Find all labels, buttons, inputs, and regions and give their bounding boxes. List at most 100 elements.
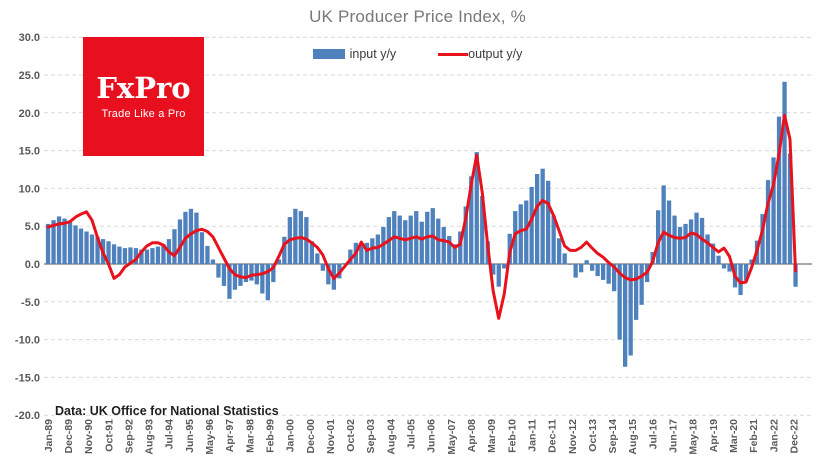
x-tick-label: May-96 [204, 419, 216, 455]
input-bar [458, 231, 463, 264]
input-bar [117, 246, 122, 264]
x-tick-label: Sep-03 [365, 419, 377, 454]
x-tick-label: Mar-20 [728, 419, 740, 453]
x-tick-label: Dec-22 [788, 419, 800, 454]
input-bar [765, 180, 771, 264]
input-bar [787, 153, 793, 264]
input-bar [551, 215, 556, 264]
x-tick-label: Nov-01 [325, 419, 337, 454]
input-bar [282, 236, 287, 264]
input-bar [595, 264, 600, 277]
input-bar [89, 234, 95, 264]
input-bar [590, 264, 595, 271]
x-tick-label: Feb-99 [265, 419, 277, 453]
input-bar [320, 264, 325, 271]
input-bar [688, 219, 694, 264]
input-bar [672, 215, 677, 264]
input-bar [232, 264, 238, 290]
input-bar [243, 264, 249, 283]
x-tick-label: Sep-14 [607, 419, 619, 454]
x-tick-label: Sep-92 [123, 419, 135, 454]
input-bar [144, 249, 150, 264]
input-bar [106, 241, 111, 264]
input-bar [557, 238, 562, 264]
input-bar [78, 228, 84, 264]
input-bar [584, 260, 589, 264]
input-bar [518, 204, 523, 264]
input-bar [782, 81, 787, 264]
input-bar [260, 264, 265, 294]
input-bar [309, 241, 314, 264]
input-series-swatch-icon [312, 49, 345, 59]
input-bar [474, 152, 479, 264]
input-bar [612, 264, 617, 292]
y-tick-label: 30.0 [19, 32, 40, 44]
x-tick-label: Mar-09 [486, 419, 498, 453]
input-bar [56, 216, 62, 264]
input-bar [139, 249, 144, 264]
input-bar [364, 242, 369, 264]
input-bar [45, 223, 51, 264]
input-bar [447, 236, 452, 264]
input-bar [623, 264, 628, 367]
input-bar [749, 259, 754, 264]
chart-legend: input y/y output y/y [0, 47, 835, 61]
input-bar [271, 264, 276, 283]
x-tick-label: Jan-89 [43, 419, 55, 452]
input-bar [133, 248, 139, 264]
input-bar [535, 174, 540, 264]
input-bar [293, 208, 298, 264]
x-tick-label: Jul-94 [164, 419, 176, 450]
x-tick-label: Jan-22 [768, 419, 780, 452]
output-line [46, 113, 797, 320]
y-tick-label: 10.0 [19, 183, 40, 195]
input-bar [172, 229, 177, 264]
input-bar [743, 264, 749, 281]
input-bar [628, 264, 633, 356]
input-bar [540, 168, 545, 264]
x-tick-label: May-07 [446, 419, 458, 455]
input-bar [694, 212, 699, 264]
y-tick-label: 15.0 [19, 146, 40, 158]
input-bar [199, 232, 205, 264]
input-bar [51, 220, 56, 264]
legend-item-input: input y/y [312, 47, 396, 61]
x-tick-label: Aug-04 [385, 419, 397, 455]
input-bar [177, 219, 183, 264]
input-bar [62, 218, 67, 264]
input-bar [95, 236, 100, 264]
y-tick-label: -5.0 [21, 297, 40, 309]
output-series-swatch-icon [438, 52, 469, 56]
x-tick-label: Jun-06 [426, 419, 438, 453]
input-bar [738, 264, 743, 295]
y-tick-label: 0.0 [25, 259, 40, 271]
input-bar [161, 244, 166, 264]
x-tick-label: Jun-17 [668, 419, 680, 453]
input-bar [326, 264, 331, 285]
input-bar [617, 264, 622, 340]
input-bar [210, 259, 216, 264]
fxpro-logo-brand: FxPro [96, 71, 191, 105]
input-bar [573, 264, 578, 278]
input-bar [375, 234, 380, 264]
x-tick-label: Oct-13 [587, 419, 599, 452]
input-bar [579, 264, 584, 273]
x-tick-label: Dec-00 [305, 419, 317, 454]
x-tick-label: Aug-93 [144, 419, 156, 455]
input-bar [221, 264, 227, 286]
input-bar [265, 264, 270, 301]
fxpro-logo: FxPro Trade Like a Pro [83, 37, 204, 156]
x-tick-label: Jan-11 [526, 419, 538, 452]
input-bar [634, 264, 639, 320]
input-bar [677, 227, 683, 264]
input-bar [84, 231, 89, 264]
input-bar [122, 248, 128, 264]
y-tick-label: 25.0 [19, 70, 40, 82]
input-bar [562, 253, 567, 264]
input-bar [496, 264, 501, 287]
input-bar [469, 176, 474, 264]
input-bar [315, 253, 320, 264]
input-bar [370, 238, 375, 264]
input-bar [524, 200, 529, 264]
